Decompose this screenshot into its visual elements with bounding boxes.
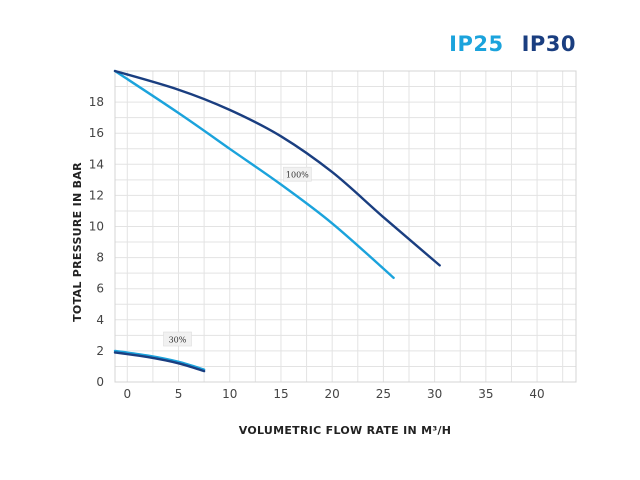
curve-label: 30%: [163, 331, 192, 347]
curve-label-text: 30%: [169, 336, 187, 345]
y-tick-label: 12: [89, 188, 104, 202]
curve-label: 100%: [283, 166, 312, 182]
curves: [113, 69, 441, 373]
x-tick-label: 10: [222, 387, 237, 401]
y-tick-label: 2: [96, 344, 104, 358]
curve-ip30-30pct: [113, 351, 206, 373]
curve-label-box: [163, 331, 192, 347]
x-tick-label: 40: [529, 387, 544, 401]
plot-border: [114, 70, 577, 383]
x-axis-title: VOLUMETRIC FLOW RATE IN M³/H: [239, 424, 452, 437]
curve-label-box: [283, 166, 312, 182]
y-tick-label: 10: [89, 220, 104, 234]
y-axis-title: TOTAL PRESSURE IN BAR: [71, 162, 84, 322]
x-tick-label: 20: [325, 387, 340, 401]
annotations: 100% 30%: [163, 166, 312, 347]
legend: IP25 IP30: [449, 32, 576, 56]
y-tick-label: 14: [89, 157, 104, 171]
curve-ip25-100pct: [113, 69, 395, 279]
y-tick-label: 4: [96, 313, 104, 327]
x-tick-label: 15: [273, 387, 288, 401]
x-tick-label: 25: [376, 387, 391, 401]
y-tick-labels: 0 2 4 6 8 10 12 14 16 18: [89, 95, 104, 389]
x-tick-label: 35: [478, 387, 493, 401]
x-tick-label: 5: [175, 387, 183, 401]
x-tick-labels: 0 5 10 15 20 25 30 35 40: [123, 387, 544, 401]
legend-item-ip25: IP25: [449, 32, 504, 56]
y-tick-label: 8: [96, 251, 104, 265]
curve-ip30-100pct: [113, 69, 441, 267]
curve-label-text: 100%: [286, 171, 309, 180]
x-tick-label: 0: [123, 387, 131, 401]
legend-item-ip30: IP30: [521, 32, 576, 56]
x-tick-label: 30: [427, 387, 442, 401]
curve-ip25-30pct: [113, 349, 206, 371]
y-tick-label: 16: [89, 126, 104, 140]
y-tick-label: 18: [89, 95, 104, 109]
y-tick-label: 0: [96, 375, 104, 389]
y-tick-label: 6: [96, 282, 104, 296]
